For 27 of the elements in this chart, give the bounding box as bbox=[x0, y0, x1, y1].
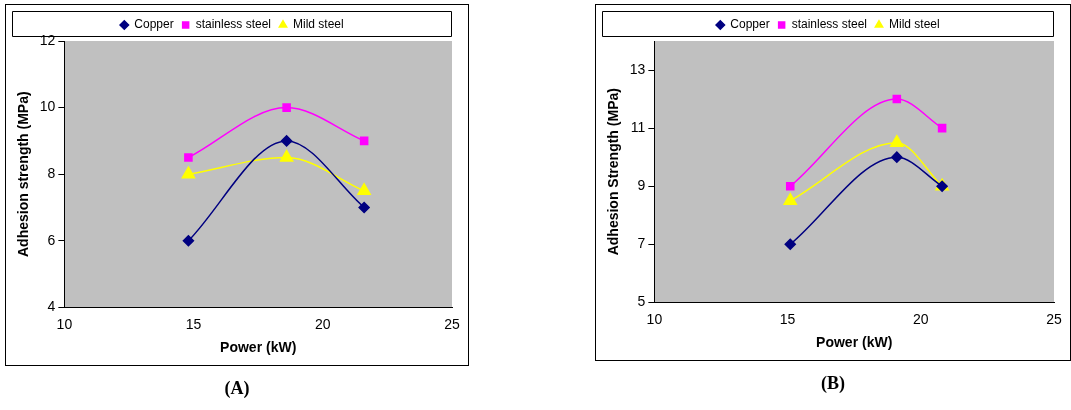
x-axis-title: Power (kW) bbox=[816, 334, 893, 351]
y-axis-title: Adhesion strength (MPa) bbox=[15, 91, 32, 258]
x-tick-label: 15 bbox=[779, 310, 796, 327]
legend-label: stainless steel bbox=[791, 17, 868, 32]
legend-label: Copper bbox=[134, 17, 174, 32]
y-tick-label: 4 bbox=[47, 298, 56, 315]
y-tick-label: 13 bbox=[629, 60, 646, 77]
y-tick-label: 5 bbox=[637, 293, 646, 310]
text: (A) bbox=[224, 378, 250, 399]
y-tick-label: 8 bbox=[47, 165, 56, 182]
y-tick-label: 6 bbox=[47, 231, 56, 248]
legend-label: stainless steel bbox=[195, 17, 272, 32]
legend-label: Mild steel bbox=[293, 17, 344, 32]
y-axis-title: Adhesion Strength (MPa) bbox=[605, 88, 622, 256]
x-tick-label: 15 bbox=[185, 315, 202, 332]
x-tick-label: 20 bbox=[315, 315, 331, 332]
text: (B) bbox=[821, 373, 845, 394]
x-axis-title: Power (kW) bbox=[220, 339, 297, 356]
x-tick-label: 25 bbox=[1046, 310, 1062, 327]
y-tick-label: 10 bbox=[39, 98, 56, 115]
legend-label: Copper bbox=[730, 17, 770, 32]
legend-label: Mild steel bbox=[889, 17, 940, 32]
x-tick-label: 25 bbox=[444, 315, 460, 332]
x-tick-label: 20 bbox=[913, 310, 929, 327]
y-tick-label: 11 bbox=[630, 118, 646, 135]
y-tick-label: 7 bbox=[637, 235, 646, 252]
y-tick-label: 9 bbox=[637, 177, 646, 194]
